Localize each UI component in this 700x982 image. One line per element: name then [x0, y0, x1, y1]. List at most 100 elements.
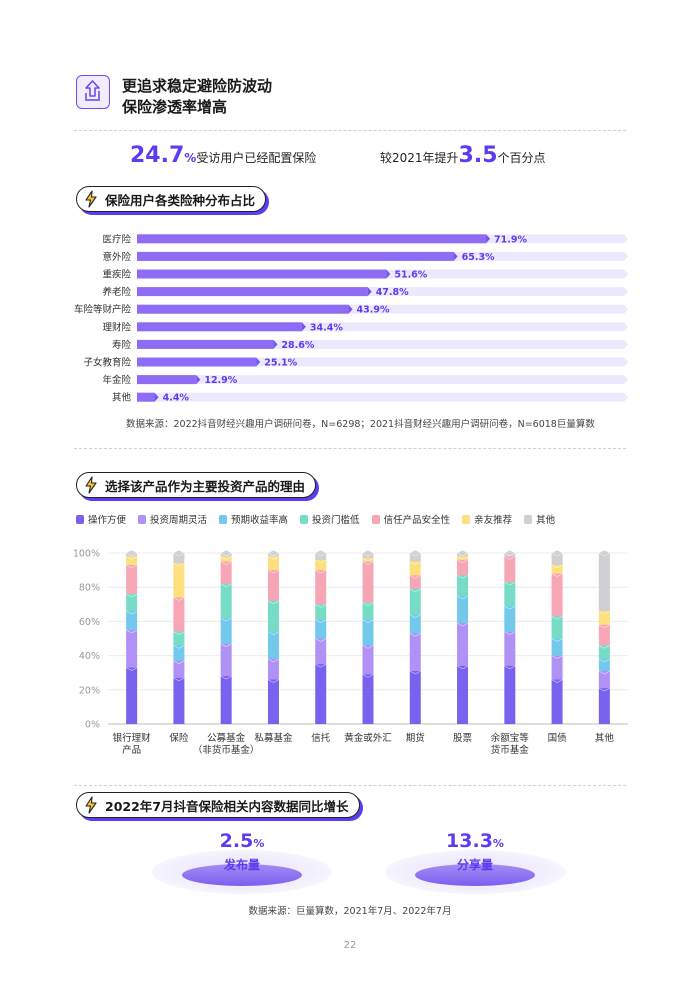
- page-title-line1: 更追求稳定避险防波动: [122, 77, 273, 95]
- segment-cap: [361, 549, 375, 557]
- divider: [74, 448, 626, 449]
- bar-tip: [453, 251, 458, 261]
- stat-increase-value: 3.5: [458, 143, 498, 168]
- legend-label: 投资周期灵活: [150, 515, 208, 526]
- bar-track-tip: [624, 234, 628, 244]
- bar-track-tip: [624, 287, 628, 297]
- bar-value-label: 47.8%: [376, 287, 409, 298]
- metric-share: 13.3% 分享量: [385, 830, 565, 900]
- x-category-label: 国债: [548, 732, 568, 744]
- metric-publish: 2.5% 发布量: [152, 830, 332, 900]
- metric-label: 分享量: [456, 858, 493, 872]
- stacked-segment: [598, 645, 610, 660]
- stacked-segment: [126, 629, 138, 668]
- bar-value-label: 4.4%: [163, 393, 190, 404]
- stacked-segment: [457, 575, 469, 596]
- bar-category-label: 意外险: [102, 251, 131, 263]
- legend-swatch: [524, 514, 533, 524]
- y-tick-label: 20%: [79, 685, 100, 696]
- x-category-label: 余额宝等: [491, 732, 530, 744]
- stacked-segment: [598, 670, 610, 689]
- stacked-segment: [315, 664, 327, 724]
- stacked-segment: [457, 559, 469, 576]
- bar-tip: [348, 304, 353, 314]
- stacked-segment: [409, 614, 421, 634]
- bar: [137, 392, 155, 402]
- y-tick-label: 80%: [79, 583, 100, 594]
- bar-category-label: 重疾险: [102, 269, 131, 281]
- metric-value: 2.5%: [219, 830, 265, 852]
- bar-track: [137, 392, 624, 402]
- metric-label: 发布量: [223, 858, 260, 872]
- stacked-segment: [504, 665, 516, 724]
- stacked-segment: [457, 665, 469, 724]
- stacked-segment: [126, 556, 138, 565]
- bar: [137, 357, 257, 367]
- segment-cap: [598, 549, 611, 557]
- section-title-label: 保险用户各类险种分布占比: [105, 192, 256, 208]
- page-title-line2: 保险渗透率增高: [122, 98, 228, 116]
- lightning-icon: [85, 796, 97, 814]
- legend-item: 投资门槛低: [300, 512, 360, 526]
- stacked-segment: [126, 594, 138, 612]
- bar: [137, 322, 302, 332]
- x-category-label: 产品: [122, 744, 141, 756]
- stacked-segment: [551, 616, 563, 639]
- stat-insured-unit: %: [184, 151, 197, 165]
- stacked-segment: [315, 553, 327, 560]
- stacked-segment: [267, 659, 279, 680]
- legend-item: 信任产品安全性: [371, 512, 450, 526]
- stacked-segment: [126, 564, 138, 595]
- bar-track: [137, 375, 624, 385]
- bar-value-label: 28.6%: [281, 340, 314, 351]
- x-category-label: （非货币基金）: [193, 744, 260, 756]
- stacked-segment: [173, 631, 185, 646]
- page-title: 更追求稳定避险防波动 保险渗透率增高: [122, 76, 272, 118]
- stacked-segment: [315, 638, 327, 665]
- legend-label: 投资门槛低: [312, 515, 360, 526]
- bar: [137, 339, 274, 349]
- legend-label: 其他: [536, 515, 556, 526]
- bar-tip: [273, 339, 278, 349]
- stacked-segment: [457, 623, 469, 666]
- bar: [137, 251, 454, 261]
- metric-ellipse-inner: [182, 864, 302, 886]
- bar-category-label: 养老险: [102, 286, 131, 298]
- bar-category-label: 其他: [112, 392, 132, 404]
- stacked-segment: [598, 624, 610, 646]
- section-title-label: 选择该产品作为主要投资产品的理由: [105, 478, 306, 494]
- bar: [137, 304, 349, 314]
- bar-track-tip: [624, 322, 628, 332]
- x-category-label: 信托: [311, 732, 331, 744]
- legend-item: 亲友推荐: [462, 512, 512, 526]
- insurance-type-bar-chart: 医疗险 71.9% 意外险 65.3% 重疾险 51.6% 养老险 47.8% 车险等财产险 43…: [74, 233, 628, 404]
- bar-category-label: 子女教育险: [83, 357, 131, 369]
- metric-ellipse-inner: [415, 864, 535, 886]
- stacked-segment: [409, 670, 421, 724]
- stat-insured: 24.7%受访用户已经配置保险: [130, 143, 316, 168]
- segment-cap: [409, 549, 422, 557]
- x-category-label: 公募基金: [207, 732, 246, 744]
- bar-track: [137, 339, 624, 349]
- bar-track: [137, 304, 624, 314]
- stacked-segment: [504, 631, 516, 666]
- stacked-segment: [173, 597, 185, 632]
- bar-track-tip: [624, 357, 628, 367]
- segment-cap: [503, 549, 516, 557]
- lightning-icon: [85, 190, 97, 208]
- segment-cap: [456, 549, 469, 557]
- stacked-segment: [551, 655, 563, 680]
- bar-tip: [486, 234, 491, 244]
- stacked-segment: [220, 561, 232, 584]
- bar: [137, 287, 368, 297]
- stacked-segment: [409, 553, 421, 562]
- x-category-label: 黄金或外汇: [344, 732, 392, 744]
- stacked-segment: [315, 619, 327, 639]
- x-category-label: 货币基金: [491, 744, 530, 756]
- legend-swatch: [138, 514, 147, 524]
- stacked-segment: [409, 633, 421, 671]
- bar-track-tip: [624, 304, 628, 314]
- y-tick-label: 100%: [73, 549, 100, 560]
- bar-value-label: 34.4%: [310, 322, 343, 333]
- legend-item: 操作方便: [76, 512, 126, 526]
